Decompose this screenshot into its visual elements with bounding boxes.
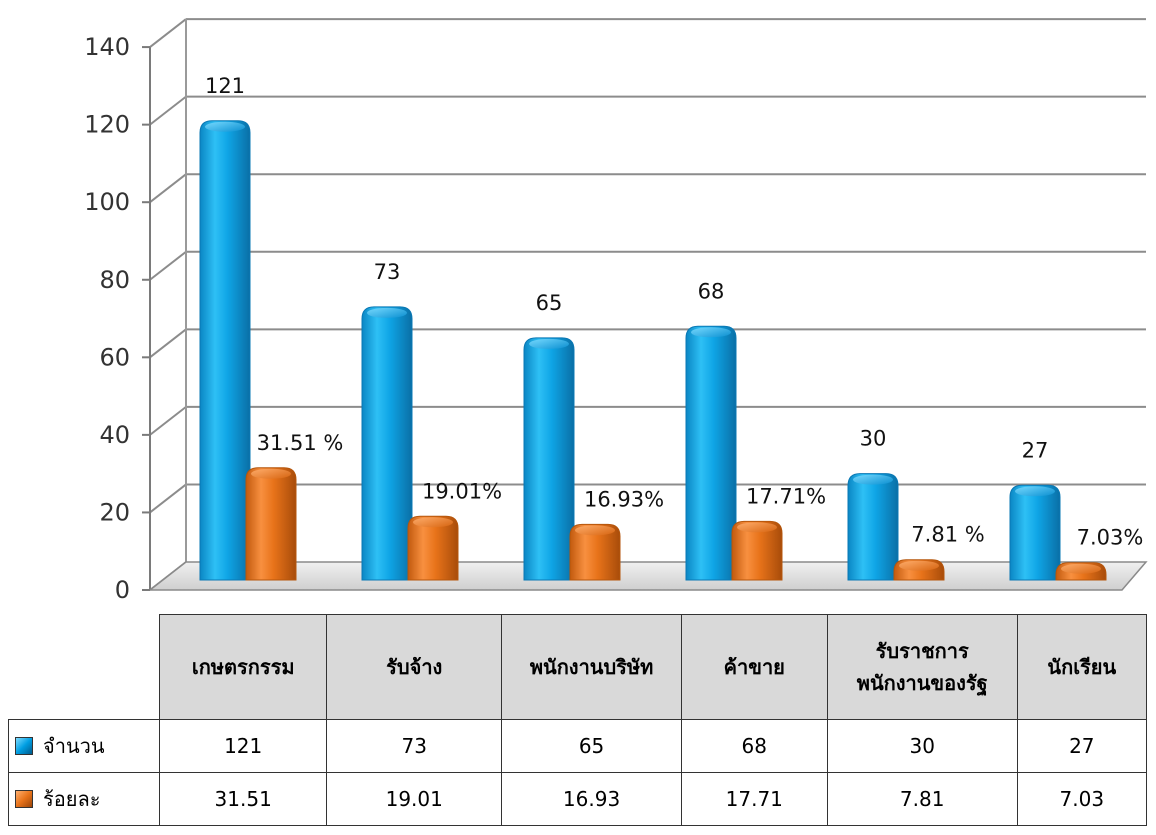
y-tick-label: 120 (84, 111, 130, 139)
table-cell: 31.51 (159, 772, 328, 826)
orange-legend-swatch-icon (15, 790, 33, 808)
category-label: นักเรียน (1047, 655, 1117, 679)
table-corner (9, 615, 160, 720)
data-label: 31.51 % (257, 431, 344, 455)
y-tick-label: 140 (84, 33, 130, 61)
grid (149, 18, 1146, 591)
data-label: 27 (1022, 438, 1049, 462)
bar-chart: 121 31.51 % 73 19.01% 65 16.93% 68 17.71% 30 7.81… (84, 18, 1148, 604)
data-label: 17.71% (746, 484, 826, 508)
table-row: ร้อยละ 31.51 19.01 16.93 17.71 7.81 7.03 (7, 772, 1148, 826)
data-label: 16.93% (584, 487, 664, 511)
series-name: ร้อยละ (43, 787, 101, 811)
bar-count (361, 306, 413, 581)
bar-percent (245, 467, 297, 581)
data-table: เกษตรกรรม รับจ้าง พนักงานบริษัท ค้าขาย ร… (7, 614, 1148, 826)
table-category: พนักงานบริษัท (501, 614, 682, 720)
data-label: 7.81 % (911, 523, 984, 547)
bar-count (199, 120, 251, 581)
table-category: เกษตรกรรม (159, 614, 328, 720)
table-cell: 19.01 (326, 772, 503, 826)
blue-legend-swatch-icon (15, 737, 33, 755)
series-name: จำนวน (43, 734, 105, 758)
bar-percent (569, 523, 621, 581)
table-category: ค้าขาย (680, 614, 828, 720)
table-cell: 7.03 (1016, 772, 1148, 826)
category-label: เกษตรกรรม (191, 655, 295, 679)
y-tick-label: 0 (115, 576, 130, 604)
table-cell: 73 (326, 719, 503, 773)
data-label: 30 (860, 427, 887, 451)
gridline-depth (149, 250, 187, 281)
data-label: 7.03% (1077, 526, 1144, 550)
chart-floor (147, 561, 1148, 591)
gridline-depth (149, 328, 187, 359)
category-label: พนักงานบริษัท (529, 655, 654, 679)
table-category: รับจ้าง (326, 614, 503, 720)
y-tick-label: 60 (99, 343, 130, 371)
gridline-depth (149, 18, 187, 48)
table-header-row: เกษตรกรรม รับจ้าง พนักงานบริษัท ค้าขาย ร… (9, 614, 1148, 720)
bar-percent (893, 559, 945, 581)
table-cell: 7.81 (826, 772, 1018, 826)
gridline-depth (149, 406, 187, 436)
y-tick-label: 80 (99, 266, 130, 294)
table-cell: 68 (680, 719, 828, 773)
table-cell: 65 (501, 719, 682, 773)
legend-entry: จำนวน (7, 719, 161, 773)
legend-entry: ร้อยละ (7, 772, 161, 826)
table-cell: 30 (826, 719, 1018, 773)
bar-count (523, 337, 575, 581)
bar-percent (407, 515, 459, 581)
bar-count (685, 325, 737, 581)
table-category: นักเรียน (1016, 614, 1148, 720)
data-label: 68 (698, 279, 725, 303)
y-tick-label: 20 (99, 498, 130, 526)
data-label: 121 (205, 74, 245, 98)
data-label: 65 (536, 291, 563, 315)
gridline-depth (149, 173, 187, 203)
table-cell: 27 (1016, 719, 1148, 773)
bars (199, 120, 1107, 581)
category-label: รับจ้าง (386, 655, 443, 679)
data-label: 19.01% (422, 479, 502, 503)
gridline-depth (149, 95, 187, 126)
floor-plane (147, 561, 1148, 591)
table-cell: 16.93 (501, 772, 682, 826)
table-row: จำนวน 121 73 65 68 30 27 (7, 719, 1148, 773)
category-label: ค้าขาย (723, 655, 785, 679)
category-label: พนักงานของรัฐ (856, 671, 988, 695)
table-cell: 121 (159, 719, 328, 773)
table-category: รับราชการ พนักงานของรัฐ (826, 614, 1018, 720)
y-tick-label: 40 (99, 421, 130, 449)
bar-count (1009, 484, 1061, 581)
y-tick-label: 100 (84, 188, 130, 216)
category-label: รับราชการ (875, 639, 969, 663)
bar-percent (1055, 562, 1107, 581)
gridline-depth (149, 483, 187, 514)
bar-count (847, 473, 899, 581)
data-label: 73 (374, 260, 401, 284)
y-axis-ticks: 0 20 40 60 80 100 120 140 (84, 33, 150, 604)
table-cell: 17.71 (680, 772, 828, 826)
bar-percent (731, 520, 783, 581)
data-labels: 121 31.51 % 73 19.01% 65 16.93% 68 17.71% 30 7.81… (205, 74, 1143, 550)
